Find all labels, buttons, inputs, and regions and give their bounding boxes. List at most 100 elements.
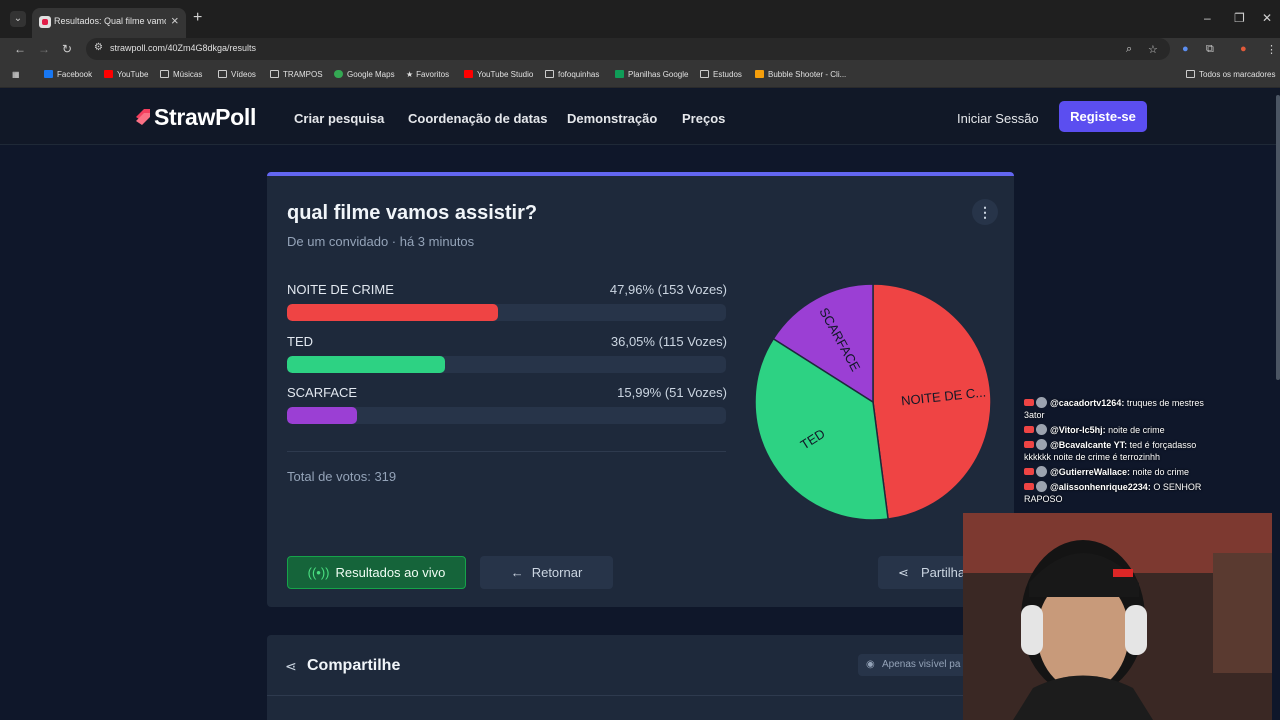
youtube-icon — [1024, 483, 1034, 490]
back-label: Retornar — [531, 565, 583, 580]
site-info-icon[interactable]: ⚙ — [94, 42, 103, 53]
page-scrollbar[interactable] — [1276, 95, 1280, 380]
poll-subtitle: De um convidado · há 3 minutos — [287, 234, 475, 249]
avatar — [1036, 424, 1047, 435]
poll-results-card: qual filme vamos assistir? De um convida… — [267, 172, 1014, 607]
option-bar-fill — [287, 407, 358, 424]
poll-question: qual filme vamos assistir? — [287, 202, 538, 224]
option-value: 15,99% (51 Vozes) — [617, 385, 727, 400]
browser-tab-strip: ⌄ Resultados: Qual filme vamos a × + – ❐… — [0, 0, 1280, 38]
logo-text[interactable]: StrawPoll — [154, 104, 257, 130]
live-signal-icon: ((•)) — [307, 565, 330, 580]
visibility-label: Apenas visível pa — [882, 659, 961, 670]
bookmark-favoritos[interactable]: ★ Favoritos — [406, 70, 450, 79]
login-link[interactable]: Iniciar Sessão — [957, 111, 1039, 126]
bookmark-all[interactable]: Todos os marcadores — [1186, 70, 1275, 79]
bookmark-videos[interactable]: Vídeos — [218, 70, 256, 79]
nav-criar-pesquisa[interactable]: Criar pesquisa — [294, 111, 385, 126]
bookmark-star-icon[interactable]: ☆ — [1148, 44, 1158, 56]
chat-message: @Bcavalcante YT: ted é forçadasso kkkkkk… — [1024, 439, 1197, 462]
live-results-button[interactable]: ((•)) Resultados ao vivo — [287, 556, 466, 589]
nav-precos[interactable]: Preços — [682, 111, 726, 126]
browser-tab-active[interactable]: Resultados: Qual filme vamos a × — [32, 8, 186, 38]
share-icon: ⋖ — [285, 658, 297, 674]
bookmark-youtube[interactable]: YouTube — [104, 70, 148, 79]
youtube-icon — [1024, 468, 1034, 475]
option-bar-track — [287, 304, 726, 321]
option-label: SCARFACE — [287, 385, 358, 400]
bookmark-facebook[interactable]: Facebook — [44, 70, 92, 79]
apps-grid-icon[interactable]: ▦ — [12, 70, 20, 79]
nav-coordenacao-datas[interactable]: Coordenação de datas — [408, 111, 548, 126]
nav-demonstracao[interactable]: Demonstração — [567, 111, 658, 126]
close-window-icon[interactable]: ✕ — [1262, 11, 1273, 25]
share-label: Partilha — [921, 565, 966, 580]
youtube-icon — [1024, 399, 1034, 406]
bookmark-youtube-studio[interactable]: YouTube Studio — [464, 70, 533, 79]
tab-close-icon[interactable]: × — [171, 13, 179, 28]
option-value: 47,96% (153 Vozes) — [609, 282, 727, 297]
strawpoll-logo-icon[interactable] — [134, 107, 152, 127]
streamer-webcam-image — [963, 513, 1272, 720]
profile-avatar-icon[interactable]: ● — [1240, 43, 1247, 55]
site-header: StrawPoll Criar pesquisa Coordenação de … — [0, 89, 1280, 145]
page-viewport: StrawPoll Criar pesquisa Coordenação de … — [0, 89, 1280, 720]
pie-slice[interactable] — [772, 283, 874, 404]
option-bar-fill — [287, 304, 498, 321]
new-tab-icon[interactable]: + — [193, 9, 203, 26]
address-toolbar: ← → ↻ ⚙ strawpoll.com/40Zm4G8dkga/result… — [0, 38, 1280, 62]
share-icon: ⋖ — [898, 565, 909, 580]
extension-icon[interactable]: ● — [1182, 43, 1189, 55]
reload-icon[interactable]: ↻ — [62, 42, 73, 56]
avatar — [1036, 481, 1047, 492]
zoom-icon[interactable]: ⌕ — [1126, 43, 1133, 55]
back-arrow-icon[interactable]: ← — [14, 42, 26, 56]
chat-message: @GutierreWallace: noite do crime — [1024, 466, 1220, 478]
strawpoll-favicon-icon — [39, 16, 51, 28]
option-label: TED — [287, 334, 313, 349]
option-label: NOITE DE CRIME — [287, 282, 394, 297]
url-text: strawpoll.com/40Zm4G8dkga/results — [110, 43, 257, 53]
live-results-label: Resultados ao vivo — [335, 565, 446, 580]
forward-arrow-icon[interactable]: → — [38, 42, 50, 56]
arrow-left-icon: ← — [510, 565, 524, 580]
chat-message: @Vitor-lc5hj: noite de crime — [1024, 424, 1220, 436]
tab-search-icon[interactable]: ⌄ — [10, 11, 26, 27]
eye-icon: ◉ — [866, 659, 875, 670]
url-bar[interactable]: ⚙ strawpoll.com/40Zm4G8dkga/results ⌕ ☆ — [86, 38, 1170, 60]
bookmarks-bar: ▦ Facebook YouTube Músicas Vídeos TRAMPO… — [0, 62, 1280, 88]
pie-slice[interactable] — [754, 337, 889, 521]
avatar — [1036, 466, 1047, 477]
option-bar-track — [287, 407, 726, 424]
divider — [287, 451, 726, 452]
bookmark-bubble-shooter[interactable]: Bubble Shooter - Cli... — [755, 70, 846, 79]
signup-button[interactable]: Registe-se — [1059, 101, 1147, 132]
restore-icon[interactable]: ❐ — [1234, 11, 1245, 25]
chat-message: @cacadortv1264: truques de mestres 3ator — [1024, 397, 1204, 420]
avatar — [1036, 439, 1047, 450]
bookmark-planilhas[interactable]: Planilhas Google — [615, 70, 688, 79]
bookmark-estudos[interactable]: Estudos — [700, 70, 742, 79]
bookmark-musicas[interactable]: Músicas — [160, 70, 202, 79]
bookmark-trampos[interactable]: TRAMPOS — [270, 70, 323, 79]
visibility-badge[interactable]: ◉ Apenas visível pa — [858, 654, 988, 676]
tab-title: Resultados: Qual filme vamos a — [54, 16, 166, 26]
bookmark-fofoquinhas[interactable]: fofoquinhas — [545, 70, 599, 79]
minimize-icon[interactable]: – — [1204, 11, 1211, 25]
bookmark-google-maps[interactable]: Google Maps — [334, 70, 395, 79]
avatar — [1036, 397, 1047, 408]
divider — [267, 695, 1014, 696]
option-value: 36,05% (115 Vozes) — [610, 334, 727, 349]
youtube-icon — [1024, 426, 1034, 433]
back-button[interactable]: ← Retornar — [480, 556, 613, 589]
share-title: Compartilhe — [307, 657, 401, 674]
browser-menu-icon[interactable]: ⋮ — [1266, 44, 1277, 56]
option-bar-fill — [287, 356, 446, 373]
share-card: ⋖ Compartilhe ◉ Apenas visível pa — [267, 635, 1014, 720]
pie-slice[interactable] — [872, 283, 992, 520]
webcam-overlay — [963, 513, 1272, 720]
more-options-icon[interactable]: ⋮ — [972, 199, 998, 225]
extensions-puzzle-icon[interactable]: ⧉ — [1206, 43, 1214, 55]
total-votes: Total de votos: 319 — [287, 469, 397, 484]
